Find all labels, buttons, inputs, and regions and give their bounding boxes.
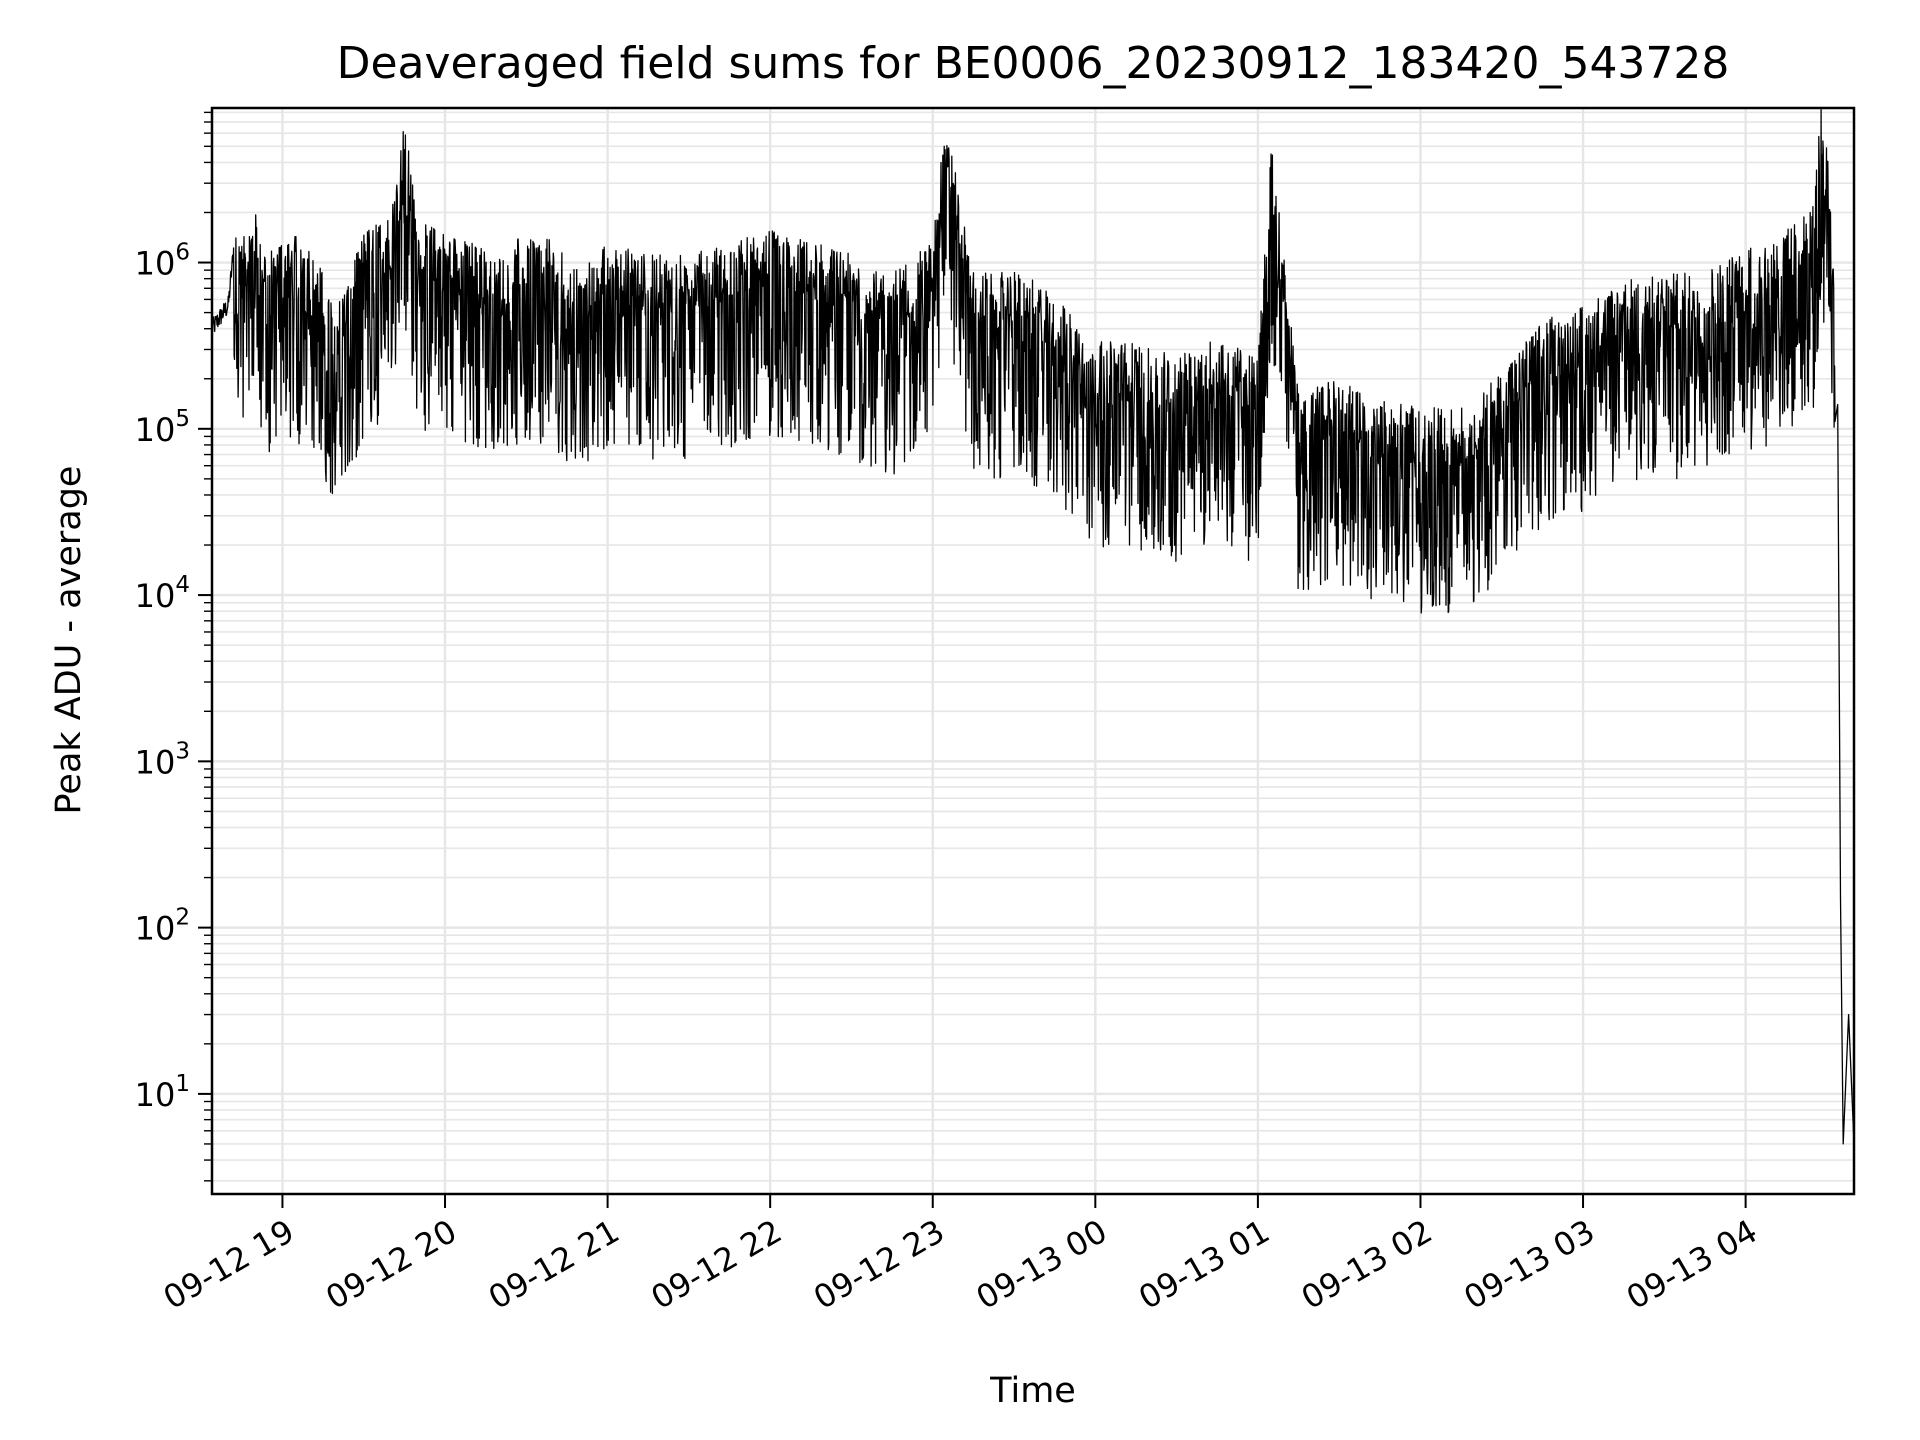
y-tick-label: 103 <box>135 738 190 781</box>
chart-title: Deaveraged field sums for BE0006_2023091… <box>337 38 1730 89</box>
series-layer <box>211 109 1855 1145</box>
series-line <box>211 109 1855 1145</box>
y-tick-label: 104 <box>135 572 190 615</box>
plot-frame <box>210 106 1856 1196</box>
y-tick-label: 105 <box>135 406 190 449</box>
x-axis-label: Time <box>989 1371 1076 1411</box>
y-axis: 101 102 103 104 105 106 <box>135 111 212 1182</box>
y-tick-label: 101 <box>135 1071 190 1114</box>
y-tick-label: 106 <box>135 240 190 283</box>
y-tick-label: 102 <box>135 905 190 948</box>
y-axis-label: Peak ADU - average <box>49 466 89 815</box>
